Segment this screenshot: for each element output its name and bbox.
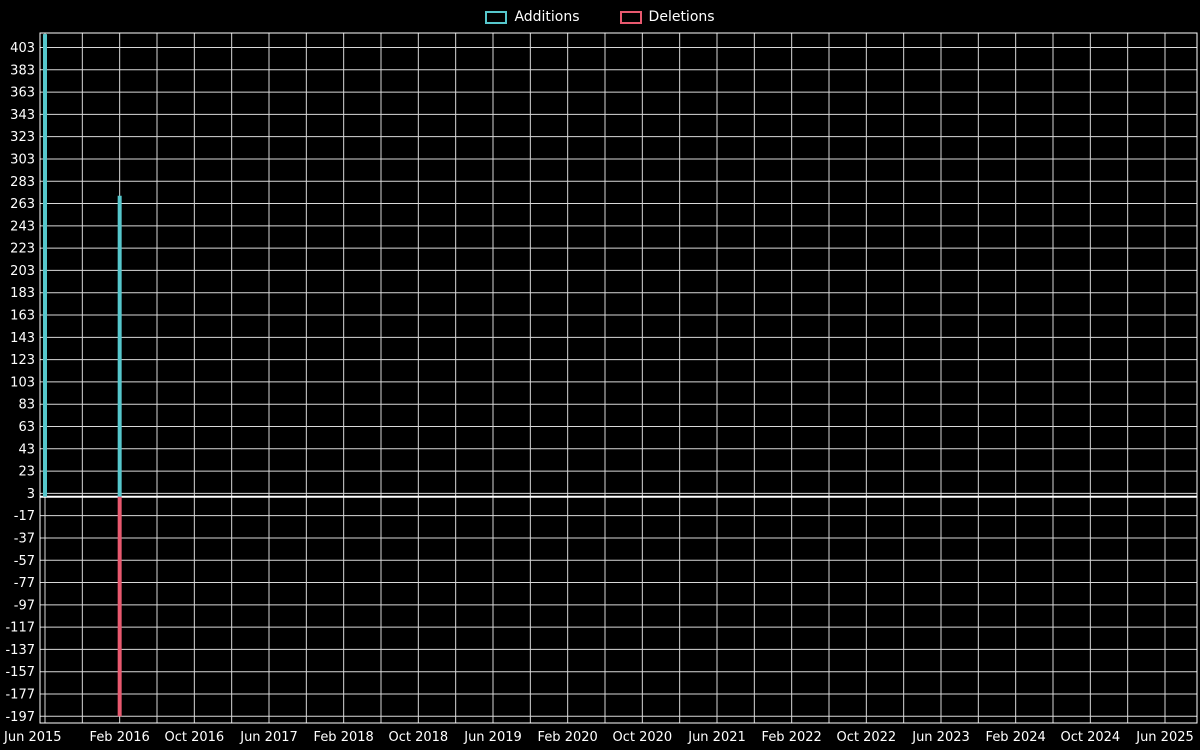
bars [43,34,122,717]
additions-legend-label: Additions [514,9,580,25]
x-tick-label: Jun 2015 [3,730,62,745]
y-tick-label: 63 [18,420,35,435]
x-tick-label: Feb 2022 [762,730,822,745]
x-tick-label: Oct 2022 [836,730,896,745]
bar-deletions [117,496,122,717]
legend-item-additions[interactable]: Additions [485,9,580,25]
additions-legend-swatch-icon [485,10,508,24]
y-tick-label: -57 [14,554,35,569]
y-tick-label: 303 [10,152,35,167]
y-tick-label: -157 [5,665,35,680]
y-tick-label: 183 [10,286,35,301]
y-tick-label: 123 [10,353,35,368]
x-tick-label: Jun 2023 [911,730,970,745]
y-axis-labels: 4033833633433233032832632432232031831631… [5,41,35,725]
y-tick-label: 363 [10,86,35,101]
gridlines [40,33,1197,723]
y-tick-label: 163 [10,309,35,324]
deletions-legend-swatch-icon [619,10,642,24]
y-tick-label: 243 [10,219,35,234]
x-tick-label: Feb 2018 [314,730,374,745]
y-tick-label: -137 [5,643,35,658]
y-tick-label: 203 [10,264,35,279]
x-tick-label: Feb 2020 [538,730,598,745]
y-tick-label: -197 [5,710,35,725]
y-tick-label: -117 [5,621,35,636]
x-tick-label: Jun 2025 [1135,730,1194,745]
y-tick-label: 283 [10,175,35,190]
y-tick-label: -97 [14,598,35,613]
y-tick-label: 403 [10,41,35,56]
y-tick-label: -37 [14,531,35,546]
x-tick-label: Jun 2019 [463,730,522,745]
y-tick-label: 143 [10,331,35,346]
chart-legend: Additions Deletions [0,9,1200,25]
x-tick-label: Oct 2024 [1060,730,1120,745]
plot-border [39,32,1198,724]
x-tick-label: Oct 2018 [388,730,448,745]
x-axis-labels: Jun 2015 Feb 2016 Oct 2016 Jun 2017 Feb 2018… [3,730,1194,745]
y-tick-label: 223 [10,242,35,257]
legend-item-deletions[interactable]: Deletions [619,9,715,25]
y-tick-label: -177 [5,688,35,703]
y-tick-label: 343 [10,108,35,123]
y-tick-label: 23 [18,465,35,480]
y-tick-label: 83 [18,398,35,413]
y-tick-label: 263 [10,197,35,212]
x-tick-label: Oct 2016 [164,730,224,745]
deletions-legend-label: Deletions [648,9,715,25]
x-tick-label: Jun 2021 [687,730,746,745]
x-tick-label: Feb 2016 [90,730,150,745]
x-tick-label: Jun 2017 [239,730,298,745]
y-tick-label: 323 [10,130,35,145]
x-tick-label: Oct 2020 [612,730,672,745]
y-tick-label: -17 [14,509,35,524]
y-tick-label: -77 [14,576,35,591]
y-tick-label: 43 [18,442,35,457]
y-tick-label: 383 [10,63,35,78]
y-tick-label: 3 [27,487,35,502]
bar-additions [117,195,122,497]
bar-additions [43,34,47,497]
x-tick-label: Feb 2024 [986,730,1046,745]
y-tick-label: 103 [10,375,35,390]
